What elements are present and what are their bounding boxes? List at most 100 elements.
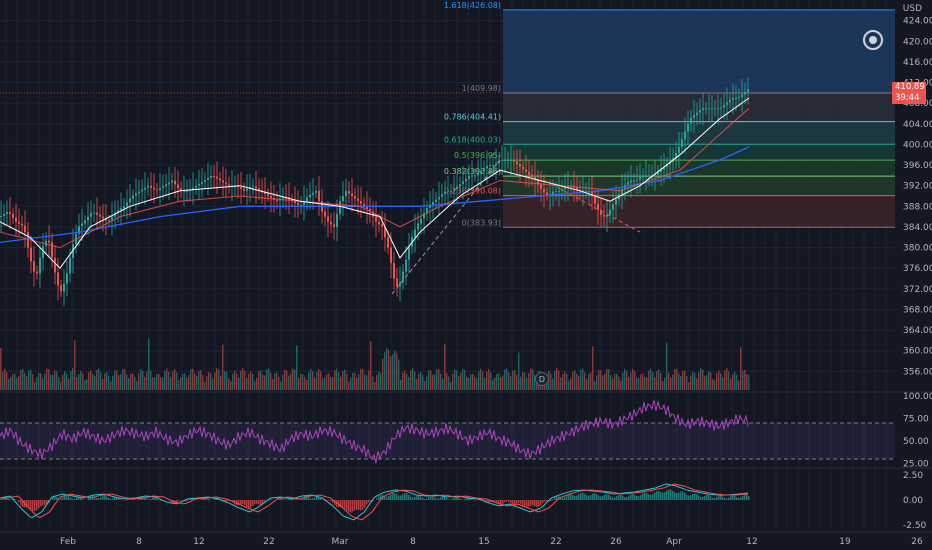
candle-body [663,166,665,170]
macd-hist-bar [498,500,500,505]
volume-bar [238,377,240,390]
macd-hist-bar [682,491,684,500]
volume-bar [712,378,714,390]
candle-body [684,131,686,140]
macd-hist-bar [378,496,380,500]
macd-hist-bar [42,500,44,506]
volume-bar [142,370,144,390]
macd-hist-bar [474,500,476,501]
candle-body [516,161,518,165]
macd-hist-bar [574,495,576,500]
macd-hist-bar [370,500,372,502]
volume-bar [508,372,510,390]
candle-body [564,186,566,190]
volume-bar [92,374,94,390]
candle-body [99,214,101,217]
volume-bar [606,368,608,390]
volume-bar [36,376,38,390]
volume-bar [122,368,124,390]
macd-hist-bar [428,496,430,500]
volume-bar [574,370,576,390]
volume-bar [600,370,602,390]
candle-body [57,272,59,286]
candle-body [606,214,608,217]
macd-hist-bar [514,500,516,505]
candle-body [471,175,473,177]
candle-body [723,104,725,108]
candle-body [537,179,539,184]
price-countdown: 39:44 [895,93,920,103]
candle-body [450,190,452,192]
macd-hist-bar [388,495,390,500]
volume-bar [206,376,208,390]
volume-bar [444,343,446,390]
volume-bar [132,373,134,390]
candle-body [180,188,182,191]
volume-bar [510,376,512,390]
volume-bar [54,370,56,390]
macd-hist-bar [60,498,62,500]
candle-body [591,190,593,196]
volume-bar [742,371,744,390]
macd-hist-bar [508,500,510,502]
macd-hist-bar [572,494,574,500]
volume-bar [414,371,416,390]
time-tick-label: Mar [332,537,349,547]
volume-bar [352,372,354,390]
volume-bar [236,373,238,390]
time-tick-label: Apr [666,537,682,547]
chart-settings-icon[interactable] [863,30,883,50]
volume-bar [30,369,32,390]
macd-hist-bar [170,500,172,502]
macd-hist-bar [376,498,378,500]
candle-body [9,212,11,215]
volume-bar [624,368,626,390]
macd-hist-bar [8,499,10,500]
macd-hist-bar [500,500,502,505]
volume-bar [28,370,30,390]
price-tick-label: 376.00 [903,264,932,274]
macd-hist-bar [410,496,412,500]
volume-bar [276,372,278,390]
candle-body [654,174,656,176]
candle-body [462,181,464,184]
volume-bar [446,373,448,390]
macd-hist-bar [110,498,112,500]
candle-body [93,212,95,214]
candle-body [63,283,65,292]
macd-hist-bar [702,496,704,500]
volume-bar [124,369,126,390]
volume-bar [728,371,730,390]
macd-hist-bar [40,500,42,507]
macd-hist-bar [244,500,246,506]
candle-body [33,261,35,272]
candle-body [702,108,704,111]
macd-hist-bar [334,500,336,505]
volume-bar [152,377,154,390]
macd-hist-bar [630,494,632,500]
fib-zone [503,160,895,177]
macd-hist-bar [706,494,708,500]
volume-bar [378,371,380,390]
candle-body [219,178,221,181]
time-tick-label: 12 [746,537,757,547]
volume-bar [738,380,740,390]
macd-hist-bar [718,495,720,500]
macd-hist-bar [714,498,716,500]
macd-hist-bar [420,496,422,500]
dividend-marker[interactable]: D [535,372,549,386]
macd-hist-bar [434,497,436,500]
candle-body [96,212,98,215]
volume-bar [138,373,140,390]
volume-bar [344,369,346,390]
volume-bar [708,371,710,390]
macd-hist-bar [512,500,514,505]
candle-body [258,188,260,191]
volume-bar [214,372,216,390]
volume-bar [722,377,724,390]
macd-hist-bar [154,496,156,500]
macd-hist-bar [502,500,504,504]
macd-hist-bar [588,495,590,500]
candle-body [120,208,122,211]
